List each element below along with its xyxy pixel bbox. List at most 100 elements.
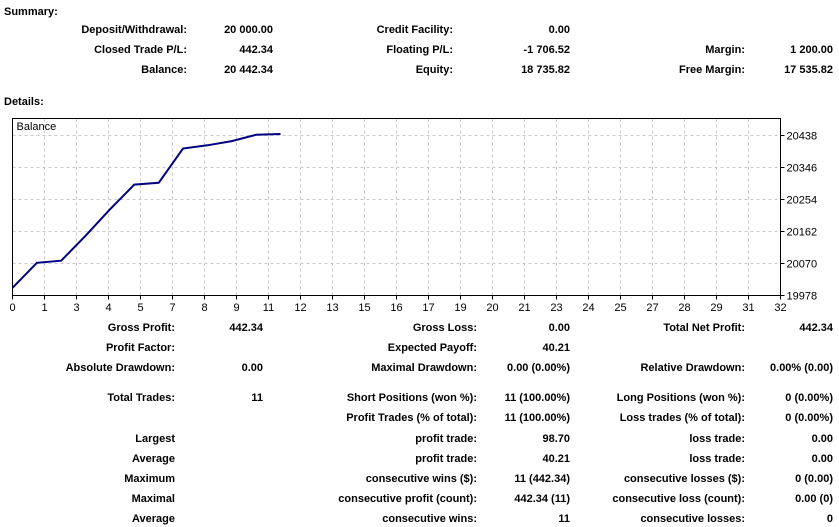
x-tick-label: 27 — [646, 302, 658, 314]
stat-value: 0 — [826, 513, 833, 525]
summary-label: Free Margin: — [678, 64, 745, 76]
x-tick-label: 1 — [41, 302, 47, 314]
summary-value — [747, 24, 833, 37]
stat-row: Maximal consecutive profit (count): 442.34… — [0, 493, 839, 506]
stat-row: Profit Trades (% of total): 11 (100.00%) L… — [0, 412, 839, 425]
y-tick-label: 19978 — [787, 291, 818, 303]
y-tick-label: 20254 — [787, 195, 818, 207]
stat-value: 0.00 — [811, 453, 833, 465]
stat-value: 0.00 — [811, 433, 833, 445]
stat-label: Long Positions (won %): — [616, 392, 745, 404]
stat-row: Gross Profit: 442.34 Gross Loss: 0.00 Total … — [0, 322, 839, 335]
stat-value — [177, 342, 263, 355]
chart-series-title: Balance — [17, 121, 57, 133]
summary-label — [600, 24, 745, 37]
stat-value: 442.34 — [799, 322, 833, 334]
summary-value: 18 735.82 — [521, 64, 570, 76]
summary-label: Deposit/Withdrawal: — [81, 24, 187, 36]
x-tick-label: 31 — [742, 302, 754, 314]
stat-label: Total Trades: — [107, 392, 175, 404]
x-tick-label: 5 — [137, 302, 143, 314]
x-tick-label: 7 — [169, 302, 175, 314]
stat-label: Absolute Drawdown: — [65, 362, 175, 374]
summary-value: 17 535.82 — [784, 64, 833, 76]
stat-value: 0.00% (0.00) — [770, 362, 833, 374]
y-tick-label: 20070 — [787, 259, 818, 271]
stat-label: profit trade: — [415, 453, 477, 465]
stat-value: 40.21 — [542, 342, 570, 354]
balance-chart: 0 1 3 4 5 7 8 9 11 12 13 15 16 17 19 20 21 23 24 25 27 28 29 31… — [9, 118, 818, 314]
stat-value: 11 (100.00%) — [504, 412, 570, 424]
x-tick-label: 23 — [550, 302, 562, 314]
y-tick-label: 20162 — [787, 227, 818, 239]
summary-value: 1 200.00 — [790, 44, 833, 56]
x-tick-label: 19 — [454, 302, 466, 314]
stat-label: Relative Drawdown: — [640, 362, 745, 374]
stat-label: Short Positions (won %): — [346, 392, 477, 404]
x-tick-label: 9 — [233, 302, 239, 314]
stat-value: 11 (442.34) — [514, 473, 570, 485]
stat-label: Profit Factor: — [105, 342, 175, 354]
stat-label: Maximum — [124, 473, 175, 485]
stat-label: Loss trades (% of total): — [619, 412, 745, 424]
stat-label: consecutive losses ($): — [623, 473, 745, 485]
stat-value: 442.34 (11) — [514, 493, 570, 505]
summary-row: Closed Trade P/L: 442.34 Floating P/L: -1 7… — [0, 44, 839, 57]
stat-label: consecutive wins: — [382, 513, 477, 525]
stat-label: Gross Profit: — [107, 322, 175, 334]
stat-row: Average profit trade: 40.21 loss trade: 0.00 — [0, 453, 839, 466]
x-tick-label: 20 — [486, 302, 498, 314]
stat-row: Average consecutive wins: 11 consecutive lo… — [0, 513, 839, 526]
x-tick-label: 13 — [326, 302, 338, 314]
stat-value: 0.00 (0) — [795, 493, 833, 505]
stat-value: 0.00 (0.00%) — [507, 362, 570, 374]
summary-label: Credit Facility: — [376, 24, 453, 36]
stat-label: profit trade: — [415, 433, 477, 445]
x-tick-label: 4 — [105, 302, 111, 314]
x-tick-label: 29 — [710, 302, 722, 314]
stat-value: 11 — [558, 513, 570, 525]
stat-row: Maximum consecutive wins ($): 11 (442.34) c… — [0, 473, 839, 486]
stat-label: Expected Payoff: — [387, 342, 477, 354]
stat-label — [595, 342, 745, 355]
stat-value: 40.21 — [542, 453, 570, 465]
stat-value — [177, 513, 263, 526]
x-tick-label: 11 — [263, 302, 274, 314]
stat-value: 0 (0.00%) — [785, 392, 833, 404]
summary-label: Closed Trade P/L: — [94, 44, 187, 56]
summary-value: -1 706.52 — [523, 44, 570, 56]
x-tick-label: 16 — [390, 302, 402, 314]
x-tick-label: 17 — [422, 302, 434, 314]
x-tick-label: 24 — [582, 302, 594, 314]
stat-row: Total Trades: 11 Short Positions (won %): 1… — [0, 392, 839, 405]
stat-value — [747, 342, 833, 355]
stat-label: Average — [131, 453, 175, 465]
summary-row: Deposit/Withdrawal: 20 000.00 Credit Facil… — [0, 24, 839, 37]
summary-value: 442.34 — [239, 44, 273, 56]
stat-label: consecutive losses: — [640, 513, 745, 525]
y-tick-label: 20438 — [787, 131, 818, 143]
summary-value: 0.00 — [548, 24, 570, 36]
stat-value: 0 (0.00%) — [785, 412, 833, 424]
stat-value: 11 (100.00%) — [504, 392, 570, 404]
summary-value: 20 442.34 — [224, 64, 273, 76]
x-tick-label: 21 — [518, 302, 530, 314]
stat-label: consecutive wins ($): — [365, 473, 477, 485]
summary-value: 20 000.00 — [224, 24, 273, 36]
stat-value: 0 (0.00) — [795, 473, 833, 485]
stat-row: Largest profit trade: 98.70 loss trade: 0.00 — [0, 433, 839, 446]
x-tick-label: 15 — [358, 302, 370, 314]
stat-value: 442.34 — [229, 322, 263, 334]
x-tick-label: 0 — [9, 302, 15, 314]
stat-label: Maximal — [131, 493, 175, 505]
stat-row: Profit Factor: Expected Payoff: 40.21 — [0, 342, 839, 355]
x-tick-label: 8 — [201, 302, 207, 314]
stat-label: consecutive loss (count): — [612, 493, 745, 505]
stat-label: loss trade: — [689, 453, 745, 465]
x-tick-label: 12 — [294, 302, 306, 314]
x-tick-label: 32 — [774, 302, 786, 314]
summary-label: Equity: — [415, 64, 453, 76]
stat-value: 98.70 — [542, 433, 570, 445]
stat-label — [0, 412, 175, 425]
stat-label: Maximal Drawdown: — [371, 362, 477, 374]
